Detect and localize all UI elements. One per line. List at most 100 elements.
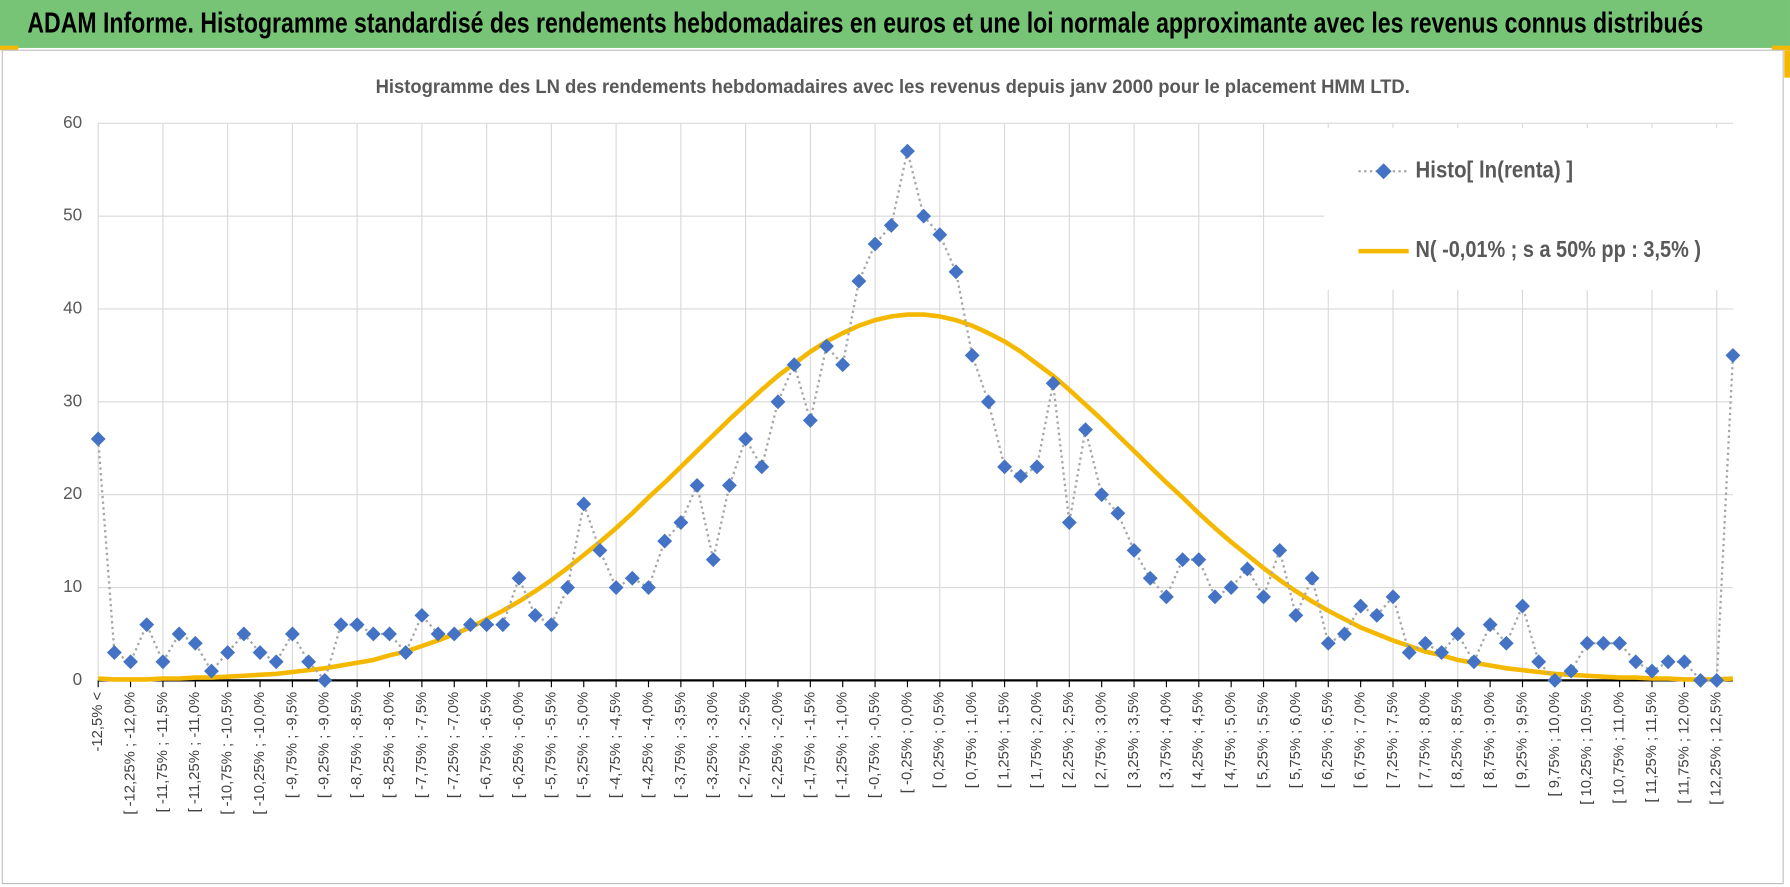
x-tick-label: [ 9,25% ; 9,5% <box>1514 692 1530 788</box>
y-tick-label: 30 <box>63 391 82 410</box>
data-point <box>948 264 964 280</box>
y-tick-label: 60 <box>63 113 82 132</box>
data-point <box>479 617 495 633</box>
x-tick-label: [ -4,25% ; -4,0% <box>640 692 656 798</box>
data-point <box>657 533 673 549</box>
chart-frame <box>1 49 1784 885</box>
data-point <box>721 477 737 493</box>
data-point <box>446 626 462 642</box>
y-tick-label: 40 <box>63 299 82 318</box>
data-point <box>301 654 317 670</box>
data-point <box>932 227 948 243</box>
data-point <box>333 617 349 633</box>
data-point <box>1417 635 1433 651</box>
data-point <box>624 570 640 586</box>
data-point <box>1353 598 1369 614</box>
x-tick-label: [ 9,75% ; 10,0% <box>1547 692 1563 797</box>
data-point <box>770 394 786 410</box>
data-point <box>1450 626 1466 642</box>
x-tick-label: [ 4,25% ; 4,5% <box>1191 692 1207 788</box>
x-tick-label: [ -9,25% ; -9,0% <box>317 692 333 798</box>
x-tick-label: [ 8,25% ; 8,5% <box>1450 692 1466 788</box>
x-tick-label: [ -10,75% ; -10,5% <box>220 692 236 815</box>
data-point <box>1628 654 1644 670</box>
x-tick-label: [ 11,75% ; 12,0% <box>1676 692 1692 804</box>
x-tick-label: [ -5,25% ; -5,0% <box>576 692 592 798</box>
x-tick-label: [ 3,25% ; 3,5% <box>1126 692 1142 788</box>
x-tick-label: [ 11,25% ; 11,5% <box>1644 692 1660 803</box>
data-point <box>382 626 397 642</box>
data-point <box>1385 589 1401 605</box>
data-point <box>365 626 381 642</box>
x-tick-label: [ -3,75% ; -3,5% <box>673 692 689 798</box>
corner-accent <box>1784 50 1790 78</box>
header-bar <box>0 0 1790 48</box>
data-point <box>1579 635 1595 651</box>
x-tick-label: [ 3,75% ; 4,0% <box>1158 692 1174 788</box>
x-tick-label: [ -6,75% ; -6,5% <box>479 692 495 798</box>
data-point <box>997 459 1012 475</box>
data-point <box>171 626 187 642</box>
data-point <box>576 496 592 512</box>
chart-title: Histogramme des LN des rendements hebdom… <box>376 76 1410 98</box>
x-tick-label: [ 7,25% ; 7,5% <box>1385 692 1401 788</box>
x-tick-label: [ -1,75% ; -1,5% <box>802 692 818 798</box>
data-point <box>802 412 818 428</box>
corner-accent <box>0 45 19 51</box>
x-tick-label: [ -2,75% ; -2,5% <box>738 692 754 798</box>
data-point <box>1693 672 1708 688</box>
x-tick-label: [ 6,75% ; 7,0% <box>1353 692 1369 788</box>
x-tick-label: [ -5,75% ; -5,5% <box>543 692 559 798</box>
data-point <box>1401 645 1417 660</box>
x-tick-label: [ 0,25% ; 0,5% <box>932 692 948 788</box>
data-point <box>139 617 155 633</box>
data-point <box>1304 570 1320 586</box>
data-point <box>220 645 236 660</box>
data-point <box>495 617 511 633</box>
data-point <box>1515 598 1530 614</box>
x-tick-label: [ -11,25% ; -11,0% <box>187 692 203 813</box>
data-point <box>349 617 365 633</box>
x-tick-label: [ -7,25% ; -7,0% <box>446 692 462 798</box>
legend-box <box>1324 127 1736 290</box>
x-tick-label: -12,5% < <box>90 692 106 752</box>
x-tick-label: [ -10,25% ; -10,0% <box>252 692 268 815</box>
x-tick-label: [ -12,25% ; -12,0% <box>122 692 138 815</box>
data-point <box>463 617 478 633</box>
data-point <box>284 626 300 642</box>
x-tick-label: [ -11,75% ; -11,5% <box>155 692 171 813</box>
x-tick-label: [ 2,25% ; 2,5% <box>1061 692 1077 788</box>
data-point <box>1547 672 1563 688</box>
data-point <box>1207 589 1223 605</box>
data-point <box>1029 459 1045 475</box>
x-tick-label: [ -6,25% ; -6,0% <box>511 692 527 798</box>
x-tick-label: [ 5,75% ; 6,0% <box>1288 692 1304 788</box>
data-point <box>916 208 932 224</box>
data-point <box>1434 645 1449 660</box>
y-tick-label: 50 <box>63 206 82 225</box>
x-tick-label: [ -4,75% ; -4,5% <box>608 692 624 798</box>
data-point <box>1159 589 1174 605</box>
data-point <box>90 431 106 447</box>
y-tick-label: 10 <box>63 577 82 596</box>
data-point <box>1612 635 1628 651</box>
data-point <box>1498 635 1514 651</box>
x-tick-label: [ 6,25% ; 6,5% <box>1320 692 1336 788</box>
data-point <box>106 645 122 660</box>
data-point <box>964 347 980 363</box>
data-point <box>1320 635 1336 651</box>
data-point <box>236 626 252 642</box>
data-point <box>430 626 446 642</box>
x-tick-label: [ -0,25% ; 0,0% <box>899 692 915 793</box>
x-tick-label: [ 10,75% ; 11,0% <box>1612 692 1628 804</box>
data-point <box>187 635 203 651</box>
y-tick-label: 20 <box>63 484 82 503</box>
x-tick-label: [ -3,25% ; -3,0% <box>705 692 721 798</box>
data-point <box>867 236 883 252</box>
data-point <box>1660 654 1676 670</box>
legend-label: N( -0,01% ; s a 50% pp : 3,5% ) <box>1416 236 1701 262</box>
x-tick-label: [ -1,25% ; -1,0% <box>835 692 851 798</box>
x-tick-label: [ 7,75% ; 8,0% <box>1417 692 1433 788</box>
data-point <box>1596 635 1611 651</box>
data-point <box>900 143 915 159</box>
